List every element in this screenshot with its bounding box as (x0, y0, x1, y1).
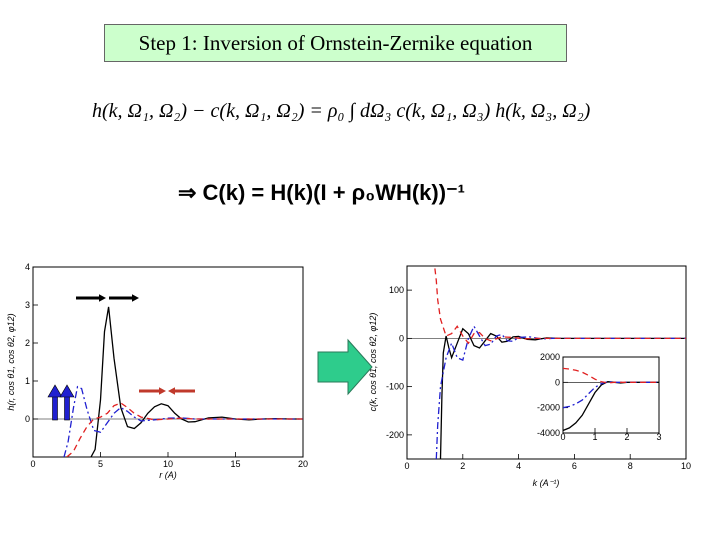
right-plot-xtick-label: 4 (516, 461, 521, 471)
oz-equation: h(k, Ω₁, Ω₂) − c(k, Ω₁, Ω₂) = ρ₀ ∫ dΩ₃ c… (92, 100, 591, 122)
left-plot-xtick-label: 15 (230, 459, 240, 469)
right-plot-ylabel: c(k, cos θ1, cos θ2, φ12) (368, 313, 378, 412)
left-plot-series-black (90, 306, 303, 457)
left-plot-xlabel: r (A) (159, 470, 177, 480)
right-plot-xtick-label: 0 (404, 461, 409, 471)
left-plot-xtick-label: 10 (163, 459, 173, 469)
right-arrow-icon-head (132, 294, 139, 302)
up-arrow-icon-shaft (64, 395, 70, 421)
left-plot-xtick-label: 0 (30, 459, 35, 469)
left-plot-xtick-label: 5 (98, 459, 103, 469)
up-arrow-icon-head (47, 384, 63, 398)
left-plot-ytick-label: 4 (25, 262, 30, 272)
inset-plot-xtick-label: 2 (624, 432, 629, 442)
left-plot-ytick-label: 3 (25, 300, 30, 310)
left-plot-ytick-label: 0 (25, 414, 30, 424)
left-plot-ytick-label: 1 (25, 376, 30, 386)
right-plot-xtick-label: 6 (572, 461, 577, 471)
right-plot-ytick-label: 100 (389, 285, 404, 295)
right-plot-ytick-label: -200 (386, 430, 404, 440)
inset-plot-series-red (563, 367, 659, 384)
up-arrow-icon-head (59, 384, 75, 398)
right-plot-ytick-label: -100 (386, 382, 404, 392)
right-plot-xtick-label: 2 (460, 461, 465, 471)
inset-plot-ytick-label: -4000 (537, 428, 560, 438)
left-plot-frame (32, 266, 304, 458)
left-plot-series-red (66, 402, 303, 457)
up-arrow-icon-shaft (52, 395, 58, 421)
right-plot-xtick-label: 10 (681, 461, 691, 471)
right-arrow-icon-head (99, 294, 106, 302)
inset-plot-ytick-label: 2000 (540, 352, 560, 362)
inversion-equation: ⇒ C(k) = H(k)(I + ρ₀WH(k))⁻¹ (178, 180, 466, 205)
left-arrow-icon-head (168, 387, 175, 395)
right-plot-ytick-label: 0 (399, 333, 404, 343)
left-plot-xtick-label: 20 (298, 459, 308, 469)
inset-plot-ytick-label: -2000 (537, 403, 560, 413)
right-arrow-icon-head (159, 387, 166, 395)
block-arrow-icon (317, 338, 373, 396)
right-plot-xtick-label: 8 (628, 461, 633, 471)
inset-plot-frame (562, 356, 660, 434)
slide-title: Step 1: Inversion of Ornstein-Zernike eq… (104, 24, 567, 62)
inset-plot-xtick-label: 3 (656, 432, 661, 442)
right-plot-xlabel: k (A⁻¹) (533, 478, 560, 488)
left-plot-ytick-label: 2 (25, 338, 30, 348)
right-plot-series-red (434, 268, 686, 345)
left-plot-ylabel: h(r, cos θ1, cos θ2, φ12) (6, 313, 16, 410)
inset-plot-xtick-label: 0 (560, 432, 565, 442)
inset-plot-xtick-label: 1 (592, 432, 597, 442)
inset-plot-ytick-label: 0 (555, 377, 560, 387)
